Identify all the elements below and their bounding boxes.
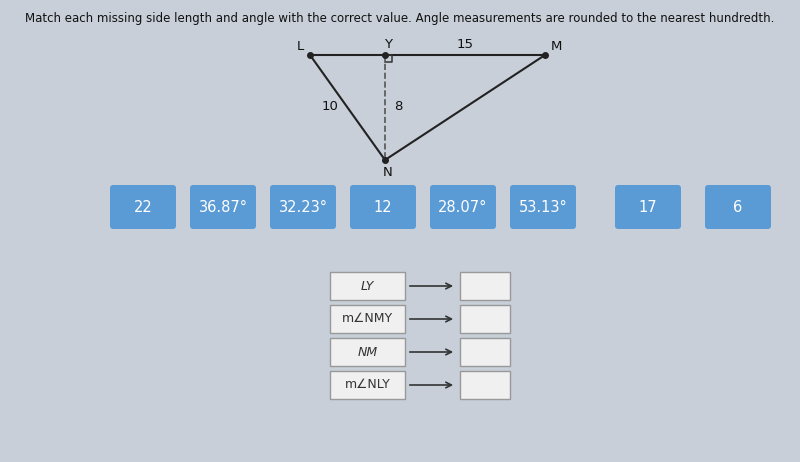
Text: N: N: [383, 166, 393, 180]
Text: L: L: [296, 39, 304, 53]
Text: 15: 15: [457, 37, 474, 50]
Text: 6: 6: [734, 200, 742, 214]
FancyBboxPatch shape: [110, 185, 176, 229]
FancyBboxPatch shape: [460, 272, 510, 300]
Text: 53.13°: 53.13°: [518, 200, 567, 214]
Text: 28.07°: 28.07°: [438, 200, 488, 214]
FancyBboxPatch shape: [460, 371, 510, 399]
FancyBboxPatch shape: [190, 185, 256, 229]
Text: 32.23°: 32.23°: [278, 200, 327, 214]
FancyBboxPatch shape: [460, 338, 510, 366]
Text: LY: LY: [361, 280, 374, 292]
Text: 12: 12: [374, 200, 392, 214]
FancyBboxPatch shape: [350, 185, 416, 229]
FancyBboxPatch shape: [330, 305, 405, 333]
Text: Match each missing side length and angle with the correct value. Angle measureme: Match each missing side length and angle…: [26, 12, 774, 25]
FancyBboxPatch shape: [330, 338, 405, 366]
FancyBboxPatch shape: [270, 185, 336, 229]
Text: NM: NM: [358, 346, 378, 359]
Text: M: M: [550, 39, 562, 53]
Text: 17: 17: [638, 200, 658, 214]
FancyBboxPatch shape: [510, 185, 576, 229]
Text: 8: 8: [394, 101, 402, 114]
Text: m∠NLY: m∠NLY: [345, 378, 390, 391]
Text: 10: 10: [322, 101, 338, 114]
Text: m∠NMY: m∠NMY: [342, 312, 393, 326]
FancyBboxPatch shape: [460, 305, 510, 333]
FancyBboxPatch shape: [330, 371, 405, 399]
FancyBboxPatch shape: [705, 185, 771, 229]
FancyBboxPatch shape: [615, 185, 681, 229]
Text: 22: 22: [134, 200, 152, 214]
FancyBboxPatch shape: [430, 185, 496, 229]
Text: Y: Y: [384, 37, 392, 50]
Text: 36.87°: 36.87°: [198, 200, 247, 214]
FancyBboxPatch shape: [330, 272, 405, 300]
